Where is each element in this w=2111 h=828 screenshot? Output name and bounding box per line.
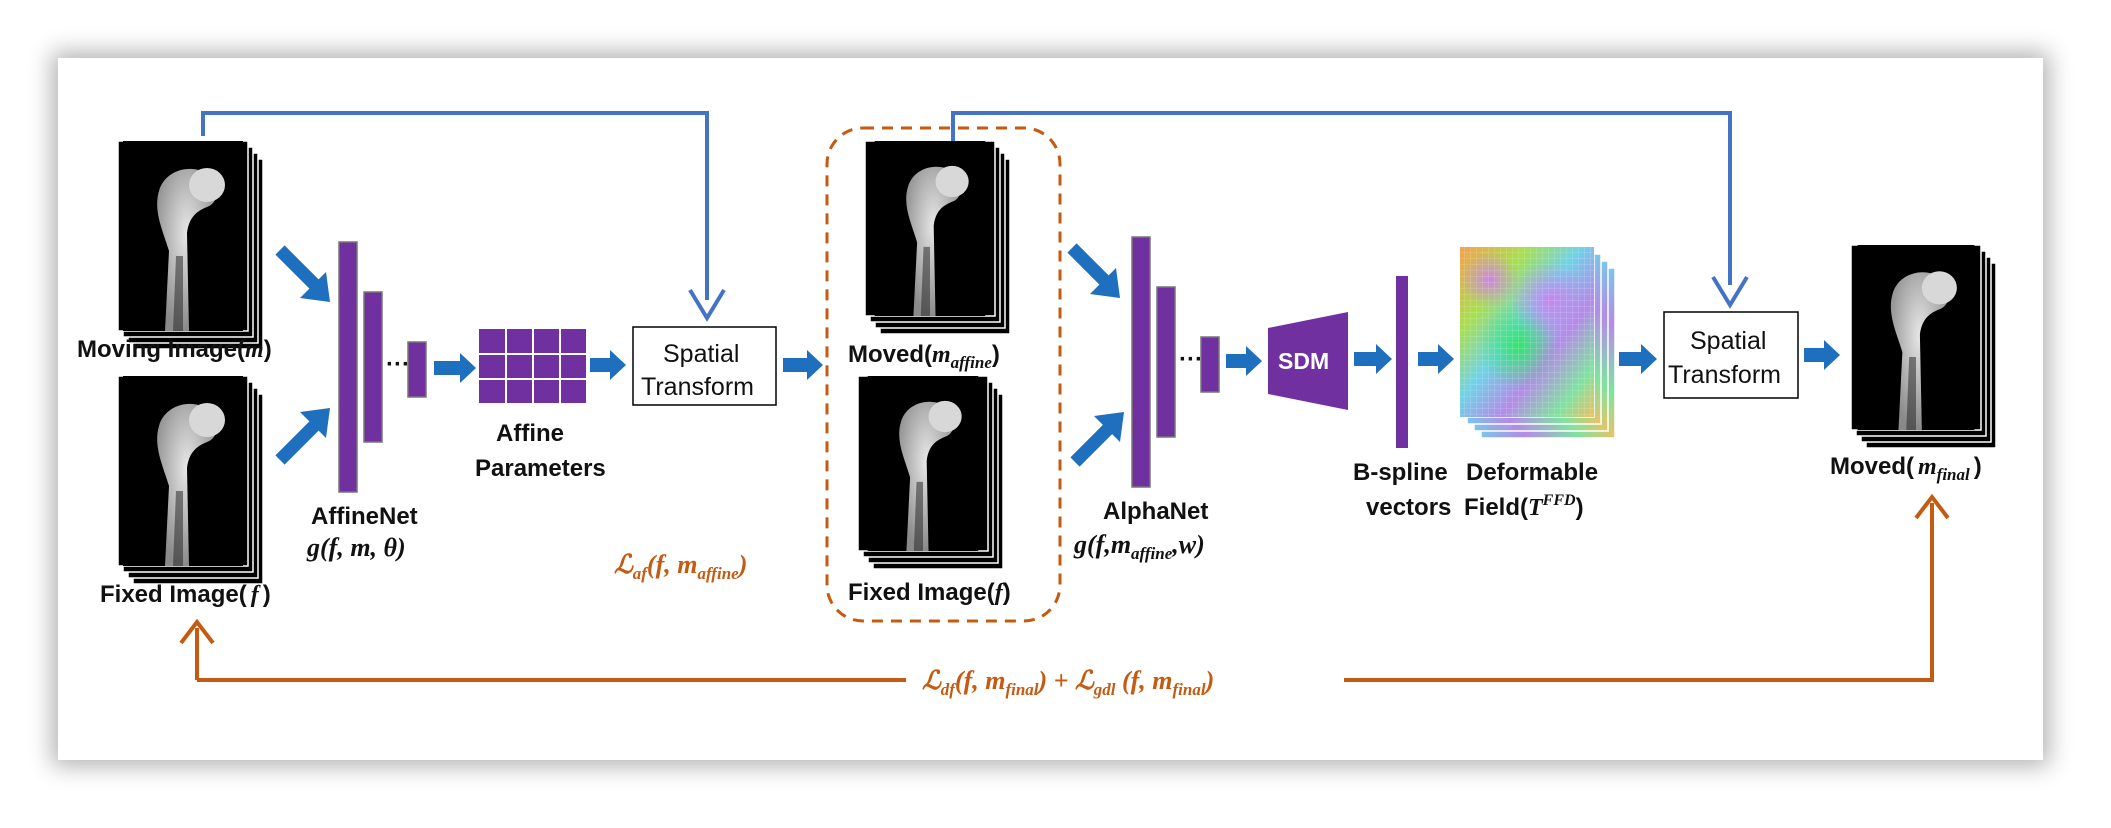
arrow-transform-to-final [1804,340,1840,370]
spatial-transform-2-line1: Spatial [1690,327,1766,355]
alphanet-layers [1131,236,1220,488]
moved-affine-stack [864,140,1011,335]
arrow-field-to-transform [1619,344,1657,374]
fixed-image-label: Fixed Image(f) [100,581,271,608]
deformable-field-stack [1459,246,1616,439]
bspline-label-2: vectors [1366,494,1451,521]
moved-final-label: Moved(mfinal) [1830,453,1982,484]
affinenet-label: AffineNet [311,503,418,530]
fixed-image-stack [117,375,264,585]
alphanet-label: AlphaNet [1103,498,1208,525]
spatial-transform-1 [632,326,777,406]
arrow-fixed-to-alphanet [1070,412,1124,467]
affinenet-function: g(f, m, θ) [306,533,406,562]
sdm-label: SDM [1278,348,1329,374]
spatial-transform-1-line2: Transform [641,373,754,401]
arrow-alphanet-to-sdm [1226,346,1262,376]
figure-frame [58,58,2043,760]
arrow-bspline-to-field [1418,344,1454,374]
affinenet-ellipsis: ··· [386,351,410,378]
spatial-transform-2-line2: Transform [1668,361,1781,389]
affine-parameters-label-1: Affine [496,420,564,447]
final-loss-path [179,493,1950,682]
affine-loss-label: ℒaf(f, maffine) [614,550,747,583]
arrow-moved-to-alphanet [1067,243,1120,298]
skip-line-moving-to-transform [201,111,726,322]
affine-parameters-grid [479,329,586,403]
deformable-label-2: Field(TFFD) [1464,492,1584,521]
bspline-label-1: B-spline [1353,459,1448,486]
bspline-vector-bar [1396,276,1408,448]
spatial-transform-1-line1: Spatial [663,340,739,368]
alphanet-ellipsis: ··· [1179,346,1203,373]
affine-parameters-label-2: Parameters [475,455,606,482]
skip-line-moved-to-transform [951,111,1749,309]
arrow-sdm-to-bspline [1354,344,1392,374]
sdm-block [1268,312,1348,410]
final-loss-label: ℒdf(f, mfinal) + ℒgdl (f, mfinal) [922,666,1214,699]
arrow-fixed-to-affinenet [275,408,330,465]
moving-image-label: Moving Image(m) [77,336,272,363]
moving-image-stack [117,140,264,350]
arrow-moving-to-affinenet [275,245,330,302]
deformable-label-1: Deformable [1466,459,1598,486]
affine-output-group [825,126,1062,623]
arrow-affinenet-to-params [434,353,476,383]
moved-final-stack [1850,244,1997,449]
fixed-image-stack-2 [857,375,1004,570]
fixed-image-2-label: Fixed Image(f) [848,579,1011,606]
arrow-transform-to-moved [783,350,823,380]
affinenet-layers [338,241,427,493]
arrow-params-to-transform [590,350,626,380]
spatial-transform-2 [1663,311,1799,399]
moved-affine-label: Moved(maffine) [848,341,1000,372]
alphanet-function: g(f,maffine,w) [1073,530,1205,563]
